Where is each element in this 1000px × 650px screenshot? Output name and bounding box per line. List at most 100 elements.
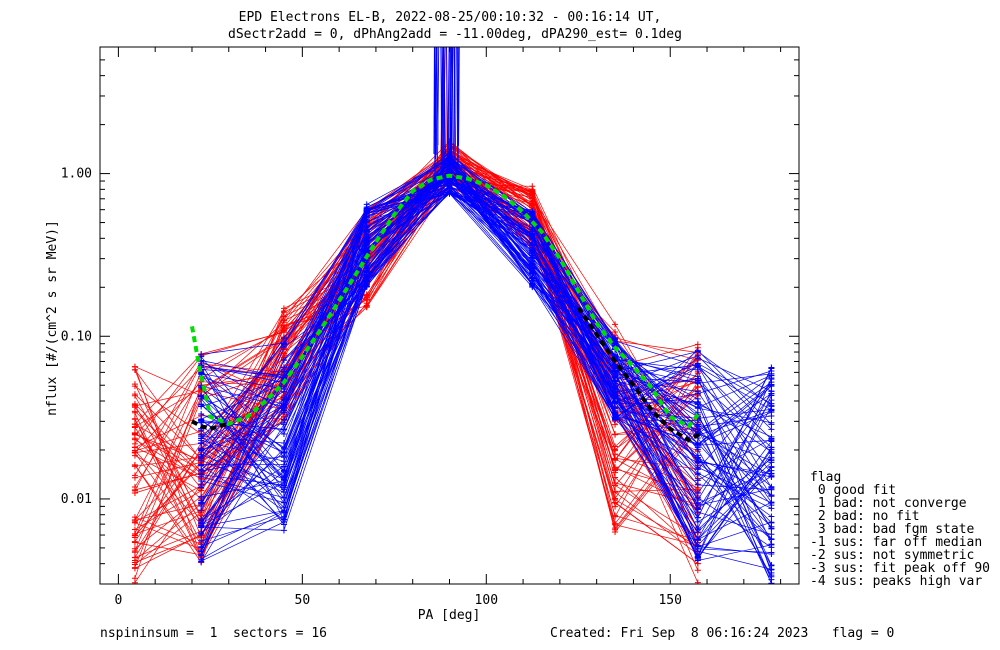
blue-trace [201, 161, 772, 531]
red-trace-marker [131, 532, 138, 539]
blue-trace [200, 191, 772, 511]
red-trace-marker [612, 496, 619, 503]
x-tick-label: 50 [295, 593, 311, 608]
blue-trace-marker [768, 407, 775, 414]
blue-trace-marker [768, 413, 775, 420]
blue-trace-marker [280, 518, 287, 525]
red-trace-marker [280, 317, 287, 324]
chart-subtitle: dSectr2add = 0, dPhAng2add = -11.00deg, … [228, 27, 682, 42]
blue-trace-marker [694, 377, 701, 384]
red-trace-marker [529, 188, 536, 195]
chart-title: EPD Electrons EL-B, 2022-08-25/00:10:32 … [239, 10, 662, 25]
red-trace-marker [612, 488, 619, 495]
black-fit-curve [191, 419, 230, 431]
legend: flag 0 good fit 1 bad: not converge 2 ba… [810, 470, 990, 589]
blue-trace [200, 180, 772, 488]
legend-entry: 3 bad: bad fgm state [810, 522, 975, 537]
blue-trace-marker [280, 402, 287, 409]
legend-entry: -2 sus: not symmetric [810, 548, 974, 563]
blue-trace [200, 172, 772, 552]
blue-trace [201, 153, 772, 584]
blue-trace [201, 193, 772, 430]
blue-trace-marker [694, 536, 701, 543]
blue-trace-marker [694, 459, 701, 466]
blue-trace [200, 180, 772, 445]
red-trace-marker [612, 464, 619, 471]
y-tick-label: 0.01 [61, 492, 92, 507]
blue-trace-marker [612, 409, 619, 416]
blue-trace-marker [198, 411, 205, 418]
blue-trace-marker [198, 451, 205, 458]
blue-trace-marker [198, 537, 205, 544]
blue-trace-marker [768, 536, 775, 543]
red-trace-marker [131, 519, 138, 526]
red-trace-marker [612, 520, 619, 527]
blue-trace-marker [198, 548, 205, 555]
blue-trace-marker [694, 526, 701, 533]
blue-trace-marker [280, 504, 287, 511]
blue-trace-marker [612, 415, 619, 422]
blue-spike [458, 47, 460, 146]
blue-spike [451, 47, 453, 171]
blue-trace [200, 186, 772, 566]
blue-trace-marker [768, 433, 775, 440]
legend-entry: 2 bad: no fit [810, 509, 920, 524]
red-trace-marker [131, 526, 138, 533]
blue-trace [200, 190, 772, 531]
blue-trace-marker [694, 548, 701, 555]
blue-trace [201, 184, 772, 523]
y-tick-label: 1.00 [61, 167, 92, 182]
blue-trace [200, 162, 772, 526]
blue-spike [443, 47, 446, 154]
red-trace-marker [131, 462, 138, 469]
blue-trace-marker [198, 507, 205, 514]
blue-trace [200, 160, 772, 570]
blue-trace-marker [529, 254, 536, 261]
red-trace-marker [612, 443, 619, 450]
red-trace-marker [363, 302, 370, 309]
blue-trace-marker [198, 497, 205, 504]
blue-trace-marker [694, 477, 701, 484]
blue-trace-marker [446, 184, 453, 191]
red-trace-marker [612, 503, 619, 510]
blue-trace-marker [694, 497, 701, 504]
blue-trace-marker [694, 506, 701, 513]
red-trace-marker [131, 539, 138, 546]
blue-trace [200, 153, 772, 521]
blue-trace-marker [768, 485, 775, 492]
blue-trace-marker [768, 364, 775, 371]
blue-trace-marker [694, 490, 701, 497]
blue-trace-marker [694, 557, 701, 564]
blue-spike [440, 47, 443, 162]
blue-trace-marker [694, 363, 701, 370]
blue-trace-marker [694, 471, 701, 478]
blue-trace-marker [280, 426, 287, 433]
blue-trace-marker [768, 513, 775, 520]
blue-trace-marker [280, 356, 287, 363]
blue-trace-marker [768, 502, 775, 509]
red-trace-marker [131, 403, 138, 410]
blue-trace-marker [529, 234, 536, 241]
blue-spike [447, 47, 450, 150]
red-trace-marker [131, 392, 138, 399]
red-trace-marker [131, 429, 138, 436]
blue-trace [201, 192, 772, 529]
blue-trace [201, 155, 772, 540]
footer-left: nspininsum = 1 sectors = 16 [100, 626, 327, 641]
blue-trace-marker [694, 518, 701, 525]
blue-trace-marker [198, 461, 205, 468]
red-trace-marker [363, 293, 370, 300]
blue-trace-marker [280, 440, 287, 447]
blue-trace-marker [612, 369, 619, 376]
blue-trace [201, 172, 772, 533]
x-axis-label: PA [deg] [418, 608, 481, 623]
blue-trace [201, 158, 772, 541]
blue-trace [200, 192, 772, 555]
blue-trace-marker [768, 426, 775, 433]
fit-curves [190, 173, 702, 443]
red-trace-marker [131, 547, 138, 554]
blue-trace-marker [280, 409, 287, 416]
blue-trace-marker [363, 207, 370, 214]
legend-title: flag [810, 470, 841, 485]
